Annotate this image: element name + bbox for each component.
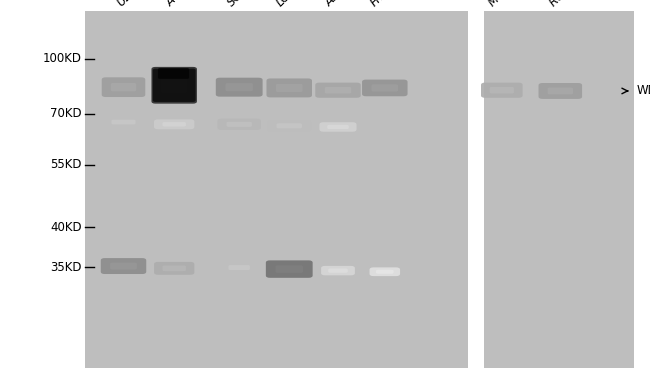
FancyBboxPatch shape bbox=[267, 120, 311, 132]
FancyBboxPatch shape bbox=[162, 122, 186, 127]
FancyBboxPatch shape bbox=[101, 77, 146, 97]
FancyBboxPatch shape bbox=[538, 83, 582, 99]
FancyBboxPatch shape bbox=[111, 120, 136, 124]
FancyBboxPatch shape bbox=[229, 265, 250, 270]
Text: A549: A549 bbox=[322, 0, 353, 9]
FancyBboxPatch shape bbox=[217, 119, 261, 130]
FancyBboxPatch shape bbox=[151, 67, 197, 103]
Text: HT1080: HT1080 bbox=[368, 0, 410, 9]
FancyBboxPatch shape bbox=[276, 84, 302, 92]
Text: 40KD: 40KD bbox=[50, 221, 82, 234]
FancyBboxPatch shape bbox=[153, 69, 196, 102]
FancyBboxPatch shape bbox=[362, 80, 408, 96]
FancyBboxPatch shape bbox=[315, 83, 361, 98]
Text: SGC7901: SGC7901 bbox=[225, 0, 273, 9]
FancyBboxPatch shape bbox=[489, 87, 514, 94]
FancyBboxPatch shape bbox=[226, 122, 252, 127]
FancyBboxPatch shape bbox=[266, 78, 312, 97]
FancyBboxPatch shape bbox=[266, 260, 313, 278]
Bar bbox=[84, 11, 468, 368]
Text: Mouse brain: Mouse brain bbox=[486, 0, 547, 9]
Bar bbox=[484, 11, 634, 368]
Text: WDR48: WDR48 bbox=[637, 85, 650, 97]
FancyBboxPatch shape bbox=[101, 258, 146, 274]
FancyBboxPatch shape bbox=[321, 266, 355, 276]
FancyBboxPatch shape bbox=[220, 262, 257, 273]
FancyBboxPatch shape bbox=[154, 262, 194, 275]
FancyBboxPatch shape bbox=[158, 68, 189, 79]
FancyBboxPatch shape bbox=[328, 268, 348, 273]
Bar bbox=[468, 11, 484, 368]
FancyBboxPatch shape bbox=[216, 78, 263, 97]
FancyBboxPatch shape bbox=[103, 117, 144, 127]
Text: 35KD: 35KD bbox=[51, 261, 82, 274]
FancyBboxPatch shape bbox=[547, 88, 573, 94]
FancyBboxPatch shape bbox=[226, 83, 253, 91]
FancyBboxPatch shape bbox=[277, 123, 302, 128]
FancyBboxPatch shape bbox=[111, 263, 136, 269]
FancyBboxPatch shape bbox=[481, 83, 523, 98]
FancyBboxPatch shape bbox=[154, 119, 194, 129]
FancyBboxPatch shape bbox=[276, 265, 303, 273]
FancyBboxPatch shape bbox=[161, 78, 187, 93]
FancyBboxPatch shape bbox=[372, 85, 398, 91]
FancyBboxPatch shape bbox=[325, 87, 351, 94]
Text: Rat testis: Rat testis bbox=[547, 0, 595, 9]
Text: A431: A431 bbox=[163, 0, 194, 9]
Text: 70KD: 70KD bbox=[50, 107, 82, 120]
Text: LO2: LO2 bbox=[274, 0, 299, 9]
Text: 100KD: 100KD bbox=[43, 52, 82, 65]
FancyBboxPatch shape bbox=[162, 266, 186, 271]
FancyBboxPatch shape bbox=[320, 122, 356, 132]
FancyBboxPatch shape bbox=[111, 83, 136, 91]
Text: 55KD: 55KD bbox=[51, 158, 82, 171]
FancyBboxPatch shape bbox=[328, 125, 349, 129]
FancyBboxPatch shape bbox=[376, 270, 394, 274]
FancyBboxPatch shape bbox=[369, 268, 400, 276]
Text: U251: U251 bbox=[114, 0, 146, 9]
